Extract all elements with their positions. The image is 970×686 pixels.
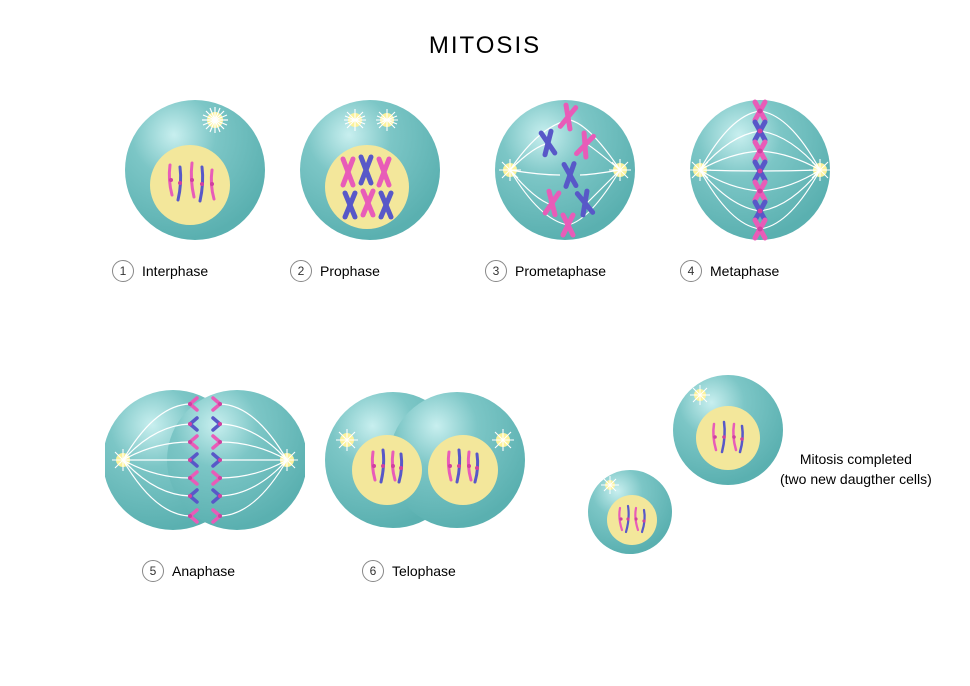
stage-prophase	[295, 95, 445, 245]
stage-number: 1	[112, 260, 134, 282]
label-telophase: 6 Telophase	[362, 560, 456, 582]
label-anaphase: 5 Anaphase	[142, 560, 235, 582]
stage-number: 5	[142, 560, 164, 582]
stage-label-text: Prophase	[320, 263, 380, 279]
stage-number: 4	[680, 260, 702, 282]
diagram-title: MITOSIS	[429, 32, 541, 60]
stage-anaphase	[105, 380, 305, 540]
stage-metaphase	[685, 95, 835, 245]
stage-prometaphase	[490, 95, 640, 245]
stage-telophase	[325, 380, 525, 540]
final-caption: Mitosis completed (two new daugther cell…	[780, 450, 932, 489]
stage-label-text: Metaphase	[710, 263, 779, 279]
label-interphase: 1 Interphase	[112, 260, 208, 282]
stage-label-text: Prometaphase	[515, 263, 606, 279]
label-metaphase: 4 Metaphase	[680, 260, 779, 282]
final-line1: Mitosis completed	[780, 450, 932, 470]
stage-daughter-cells	[570, 370, 800, 560]
label-prophase: 2 Prophase	[290, 260, 380, 282]
stage-label-text: Anaphase	[172, 563, 235, 579]
final-line2: (two new daugther cells)	[780, 470, 932, 490]
label-prometaphase: 3 Prometaphase	[485, 260, 606, 282]
stage-number: 6	[362, 560, 384, 582]
stage-number: 2	[290, 260, 312, 282]
stage-number: 3	[485, 260, 507, 282]
stage-interphase	[120, 95, 270, 245]
stage-label-text: Interphase	[142, 263, 208, 279]
stage-label-text: Telophase	[392, 563, 456, 579]
